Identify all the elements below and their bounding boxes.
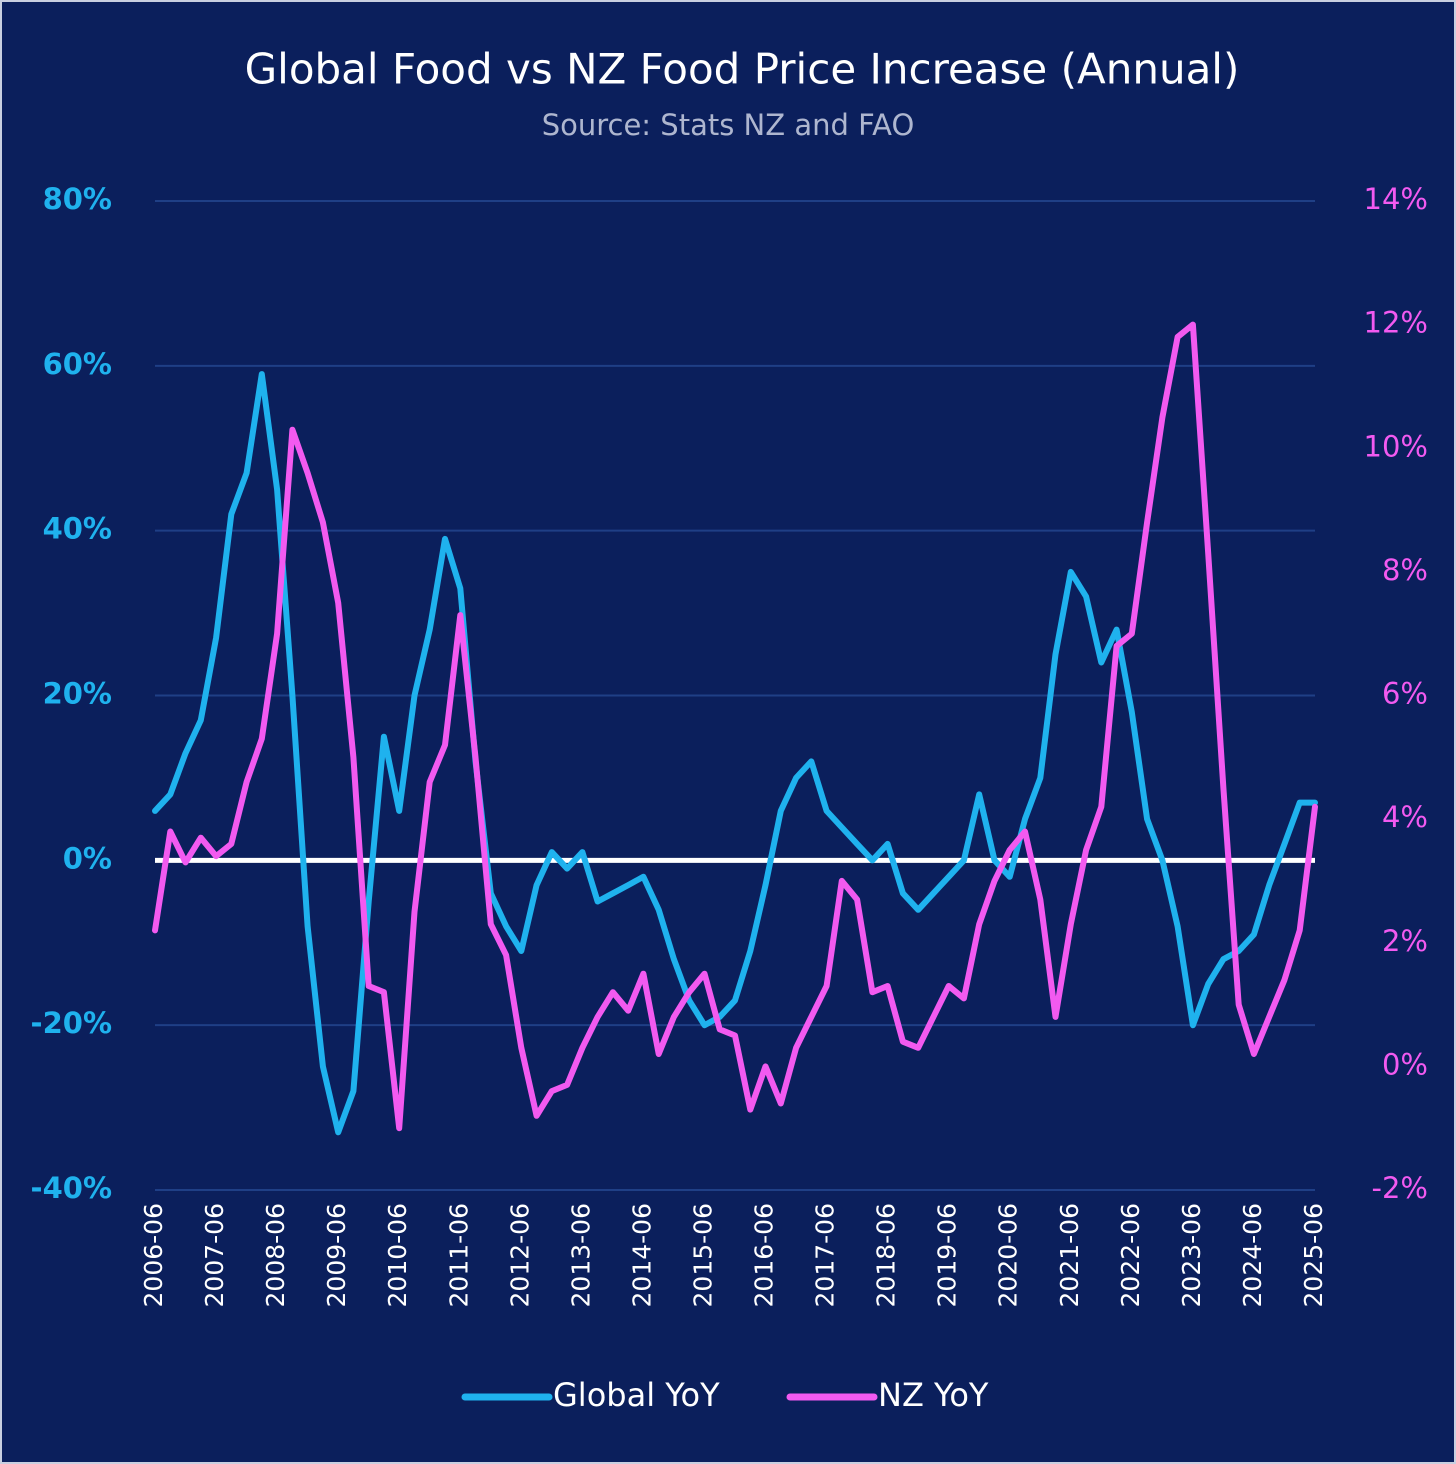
chart-subtitle: Source: Stats NZ and FAO [542,108,915,142]
x-tick-label: 2014-06 [627,1203,656,1307]
y2-tick-label: 12% [1364,306,1428,340]
y2-tick-label: 6% [1382,677,1428,711]
x-tick-label: 2008-06 [261,1203,290,1307]
series-line [152,371,1318,1136]
y-tick-label: 80% [43,182,112,216]
y2-tick-label: 14% [1364,182,1428,216]
y2-tick-label: 4% [1382,800,1428,834]
x-tick-label: 2013-06 [566,1203,595,1307]
x-tick-label: 2009-06 [322,1203,351,1307]
x-tick-label: 2007-06 [200,1203,229,1307]
y-tick-label: -40% [31,1171,112,1205]
x-tick-label: 2019-06 [933,1203,962,1307]
legend-label: NZ YoY [878,1376,989,1414]
x-tick-label: 2016-06 [750,1203,779,1307]
y2-tick-label: 10% [1364,429,1428,463]
y2-tick-label: 8% [1382,553,1428,587]
y2-tick-label: 2% [1382,924,1428,958]
y-tick-label: 20% [43,677,112,711]
y2-tick-label: -2% [1372,1171,1428,1205]
y-tick-label: 0% [63,841,112,875]
chart-title: Global Food vs NZ Food Price Increase (A… [245,45,1240,94]
x-tick-label: 2012-06 [505,1203,534,1307]
x-tick-label: 2015-06 [688,1203,717,1307]
x-tick-label: 2023-06 [1177,1203,1206,1307]
x-tick-label: 2018-06 [872,1203,901,1307]
x-tick-label: 2017-06 [811,1203,840,1307]
y-tick-label: 60% [43,347,112,381]
legend-label: Global YoY [553,1376,720,1414]
x-tick-label: 2021-06 [1055,1203,1084,1307]
x-tick-label: 2006-06 [139,1203,168,1307]
x-tick-label: 2024-06 [1238,1203,1267,1307]
x-tick-label: 2011-06 [444,1203,473,1307]
x-tick-label: 2022-06 [1116,1203,1145,1307]
x-tick-label: 2010-06 [383,1203,412,1307]
x-tick-label: 2020-06 [994,1203,1023,1307]
y-tick-label: 40% [43,512,112,546]
y2-tick-label: 0% [1382,1047,1428,1081]
x-tick-label: 2025-06 [1299,1203,1328,1307]
series-line [152,321,1318,1132]
y-tick-label: -20% [31,1006,112,1040]
